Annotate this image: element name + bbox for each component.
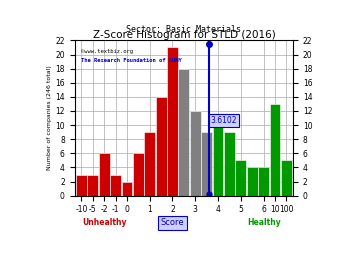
Bar — [247, 167, 258, 196]
Bar — [235, 160, 246, 196]
Text: The Research Foundation of SUNY: The Research Foundation of SUNY — [81, 58, 182, 63]
Text: Sector: Basic Materials: Sector: Basic Materials — [126, 25, 242, 34]
Bar — [122, 181, 132, 196]
Bar — [156, 97, 167, 196]
Bar — [201, 132, 212, 196]
Bar — [144, 132, 155, 196]
Y-axis label: Number of companies (246 total): Number of companies (246 total) — [48, 66, 53, 170]
Text: Unhealthy: Unhealthy — [82, 218, 126, 227]
Title: Z-Score Histogram for STLD (2016): Z-Score Histogram for STLD (2016) — [93, 30, 275, 40]
Bar — [190, 111, 201, 196]
Bar — [179, 69, 189, 196]
Text: Healthy: Healthy — [247, 218, 280, 227]
Bar — [213, 125, 224, 196]
Bar — [167, 48, 178, 196]
Bar — [99, 153, 109, 196]
Bar — [270, 104, 280, 196]
Text: ©www.textbiz.org: ©www.textbiz.org — [81, 49, 133, 54]
Bar — [224, 132, 235, 196]
Bar — [133, 153, 144, 196]
Bar — [258, 167, 269, 196]
Text: Score: Score — [161, 218, 184, 227]
Bar — [87, 174, 98, 196]
Text: 3.6102: 3.6102 — [211, 116, 237, 125]
Bar — [281, 160, 292, 196]
Bar — [110, 174, 121, 196]
Bar — [76, 174, 87, 196]
